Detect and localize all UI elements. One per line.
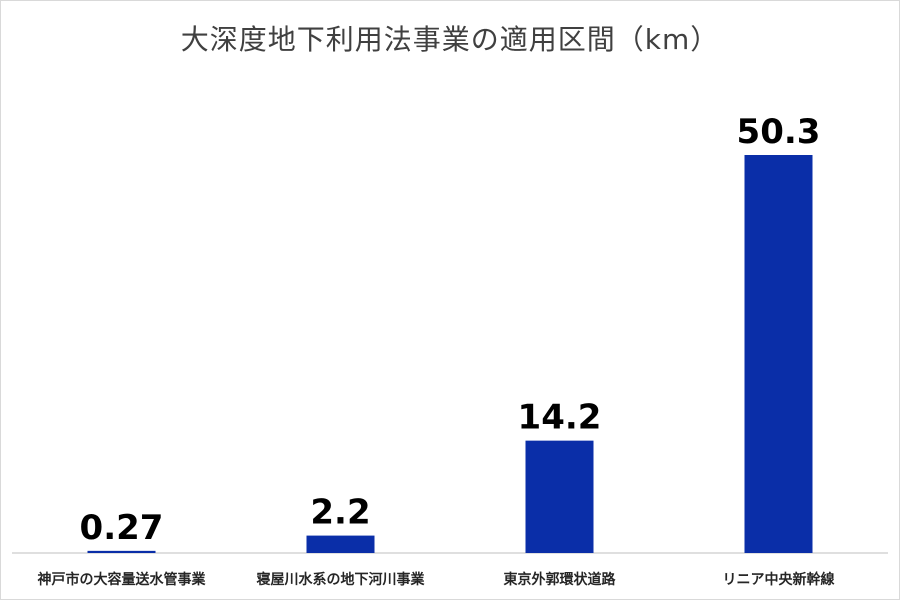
bar-4 [744,155,813,553]
value-label-2: 2.2 [310,493,370,533]
value-label-1: 0.27 [80,508,164,548]
bar-1 [87,550,156,553]
category-label-2: 寝屋川水系の地下河川事業 [257,571,426,588]
bar-3 [525,440,594,553]
category-label-4: リニア中央新幹線 [723,571,835,588]
category-label-1: 神戸市の大容量送水管事業 [38,571,207,588]
chart-title: 大深度地下利用法事業の適用区間（km） [180,23,720,56]
bar-2 [306,535,375,553]
value-label-3: 14.2 [518,398,602,438]
category-label-3: 東京外郭環状道路 [504,571,617,588]
value-label-4: 50.3 [737,112,821,152]
